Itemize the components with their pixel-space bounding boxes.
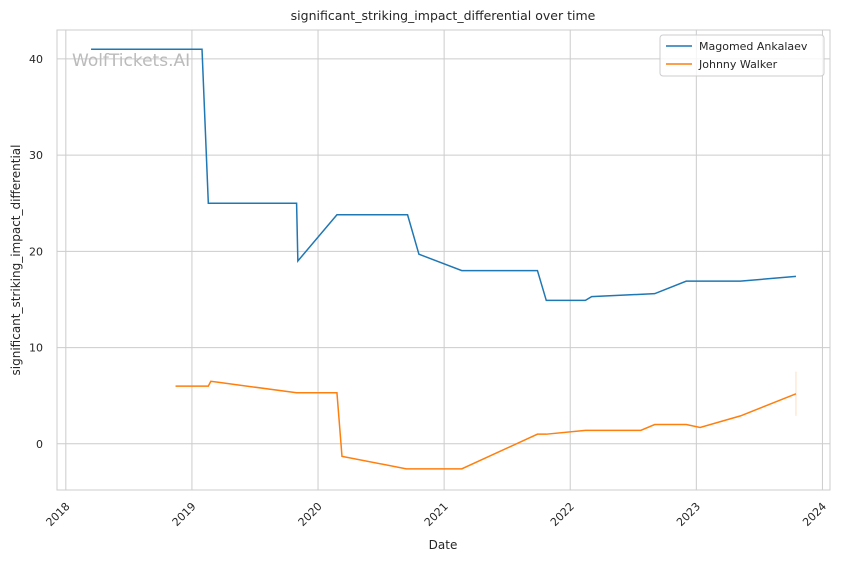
x-tick-label: 2018 [44, 500, 73, 529]
y-tick-label: 20 [29, 245, 43, 258]
x-tick-label: 2023 [674, 500, 703, 529]
chart-title: significant_striking_impact_differential… [291, 8, 596, 23]
legend-label-ankalaev: Magomed Ankalaev [699, 40, 808, 53]
y-tick-label: 40 [29, 53, 43, 66]
y-tick-label: 10 [29, 342, 43, 355]
series-line-0 [91, 48, 797, 302]
y-axis-label: significant_striking_impact_differential [9, 145, 23, 376]
series-line-1 [175, 380, 797, 470]
y-tick-label: 0 [36, 438, 43, 451]
plot-frame [56, 29, 831, 491]
legend-box [659, 34, 825, 77]
x-tick-label: 2022 [548, 500, 577, 529]
watermark: WolfTickets.AI [72, 51, 190, 71]
x-tick-label: 2024 [800, 500, 829, 529]
legend-label-walker: Johnny Walker [698, 58, 778, 71]
legend: Magomed Ankalaev Johnny Walker [659, 34, 825, 77]
x-tick-label: 2019 [170, 500, 199, 529]
x-tick-label: 2021 [422, 500, 451, 529]
y-tick-label: 30 [29, 149, 43, 162]
x-tick-label: 2020 [296, 500, 325, 529]
x-axis-label: Date [429, 538, 458, 552]
